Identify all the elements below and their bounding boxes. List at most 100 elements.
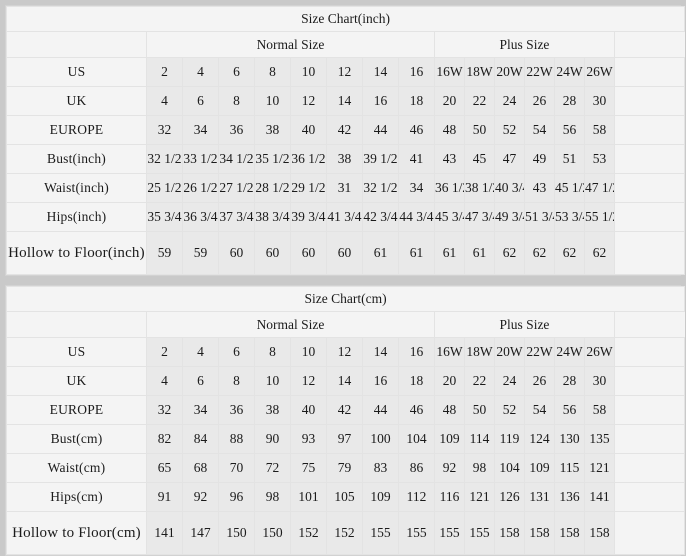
table-cell: 155 (362, 511, 399, 555)
table-cell: 43 (524, 173, 555, 203)
table-cell: 47 (494, 144, 525, 174)
size-chart-page: Size Chart(inch) Normal Size Plus Size US 2 4… (5, 5, 686, 556)
table-cell: 54 (524, 395, 555, 425)
group-header-blank (6, 311, 147, 338)
table-cell: 22 (464, 366, 495, 396)
table-cell: 61 (362, 231, 399, 275)
table-cell: 60 (326, 231, 363, 275)
table-cell: 12 (290, 86, 327, 116)
table-cell: 14 (326, 86, 363, 116)
table-cell: 39 3/4 (290, 202, 327, 232)
table-cell: 10 (254, 86, 291, 116)
group-header-row: Normal Size Plus Size (6, 311, 685, 338)
row-label: Bust(inch) (6, 144, 147, 174)
table-cell: 104 (398, 424, 435, 454)
table-cell: 36 1/2 (290, 144, 327, 174)
table-cell: 55 1/2 (584, 202, 615, 232)
table-cell: 83 (362, 453, 399, 483)
table-cell: 24W (554, 57, 585, 87)
table-cell: 43 (434, 144, 465, 174)
table-cell: 114 (464, 424, 495, 454)
row-label: Hips(inch) (6, 202, 147, 232)
table-cell: 28 (554, 366, 585, 396)
table-cell: 16W (434, 337, 465, 367)
group-header-pad (613, 311, 685, 338)
table-cell: 98 (254, 482, 291, 512)
row-pad-cell (613, 511, 686, 555)
table-cell: 104 (494, 453, 525, 483)
row-pad-cell (613, 144, 686, 174)
table-cell: 34 (398, 173, 435, 203)
table-cell: 18 (398, 366, 435, 396)
table-cell: 130 (554, 424, 585, 454)
size-table: Size Chart(cm) Normal Size Plus Size US 2 4 6 8… (5, 286, 686, 555)
table-cell: 126 (494, 482, 525, 512)
row-label: EUROPE (6, 115, 147, 145)
table-cell: 38 (254, 395, 291, 425)
table-cell: 44 (362, 395, 399, 425)
table-cell: 27 1/2 (218, 173, 255, 203)
table-cell: 121 (584, 453, 615, 483)
table-row: Hollow to Floor(cm) 141 147 150 150 152 152 155… (6, 511, 686, 555)
table-cell: 41 (398, 144, 435, 174)
table-cell: 20W (494, 337, 525, 367)
table-cell: 10 (290, 337, 327, 367)
table-cell: 61 (464, 231, 495, 275)
table-cell: 44 3/4 (398, 202, 435, 232)
table-cell: 39 1/2 (362, 144, 399, 174)
table-cell: 28 (554, 86, 585, 116)
row-pad-cell (613, 173, 686, 203)
table-cell: 52 (494, 115, 525, 145)
table-cell: 14 (362, 57, 399, 87)
table-cell: 58 (584, 115, 615, 145)
table-cell: 158 (524, 511, 555, 555)
row-pad-cell (613, 482, 686, 512)
table-cell: 136 (554, 482, 585, 512)
table-cell: 14 (326, 366, 363, 396)
table-row: UK 4 6 8 10 12 14 16 18 20 22 24 26 28 30 (6, 366, 686, 396)
table-cell: 155 (434, 511, 465, 555)
table-cell: 8 (254, 337, 291, 367)
table-cell: 101 (290, 482, 327, 512)
group-header-pad (613, 31, 685, 58)
table-cell: 34 (182, 395, 219, 425)
table-cell: 54 (524, 115, 555, 145)
table-cell: 30 (584, 366, 615, 396)
table-cell: 46 (398, 395, 435, 425)
table-cell: 37 3/4 (218, 202, 255, 232)
table-cell: 79 (326, 453, 363, 483)
table-cell: 6 (218, 337, 255, 367)
table-cell: 12 (290, 366, 327, 396)
group-header-normal-size: Normal Size (146, 311, 435, 338)
table-cell: 18W (464, 57, 495, 87)
table-cell: 59 (146, 231, 183, 275)
table-cell: 38 1/2 (464, 173, 495, 203)
table-cell: 116 (434, 482, 465, 512)
table-cell: 49 3/4 (494, 202, 525, 232)
table-cell: 93 (290, 424, 327, 454)
row-label: UK (6, 86, 147, 116)
table-cell: 8 (218, 86, 255, 116)
table-cell: 109 (524, 453, 555, 483)
table-cell: 53 (584, 144, 615, 174)
table-cell: 4 (182, 57, 219, 87)
table-cell: 18 (398, 86, 435, 116)
table-cell: 147 (182, 511, 219, 555)
table-cell: 51 (554, 144, 585, 174)
row-label: Hips(cm) (6, 482, 147, 512)
table-cell: 56 (554, 115, 585, 145)
table-cell: 121 (464, 482, 495, 512)
table-cell: 131 (524, 482, 555, 512)
table-cell: 32 1/2 (362, 173, 399, 203)
row-pad-cell (613, 366, 686, 396)
table-cell: 62 (584, 231, 615, 275)
table-cell: 26W (584, 337, 615, 367)
table-cell: 12 (326, 57, 363, 87)
table-row: Bust(cm) 82 84 88 90 93 97 100 104 109 114 119 124 13… (6, 424, 686, 454)
table-cell: 56 (554, 395, 585, 425)
table-cell: 141 (146, 511, 183, 555)
table-cell: 70 (218, 453, 255, 483)
table-cell: 36 (218, 115, 255, 145)
row-label: US (6, 337, 147, 367)
table-cell: 90 (254, 424, 291, 454)
